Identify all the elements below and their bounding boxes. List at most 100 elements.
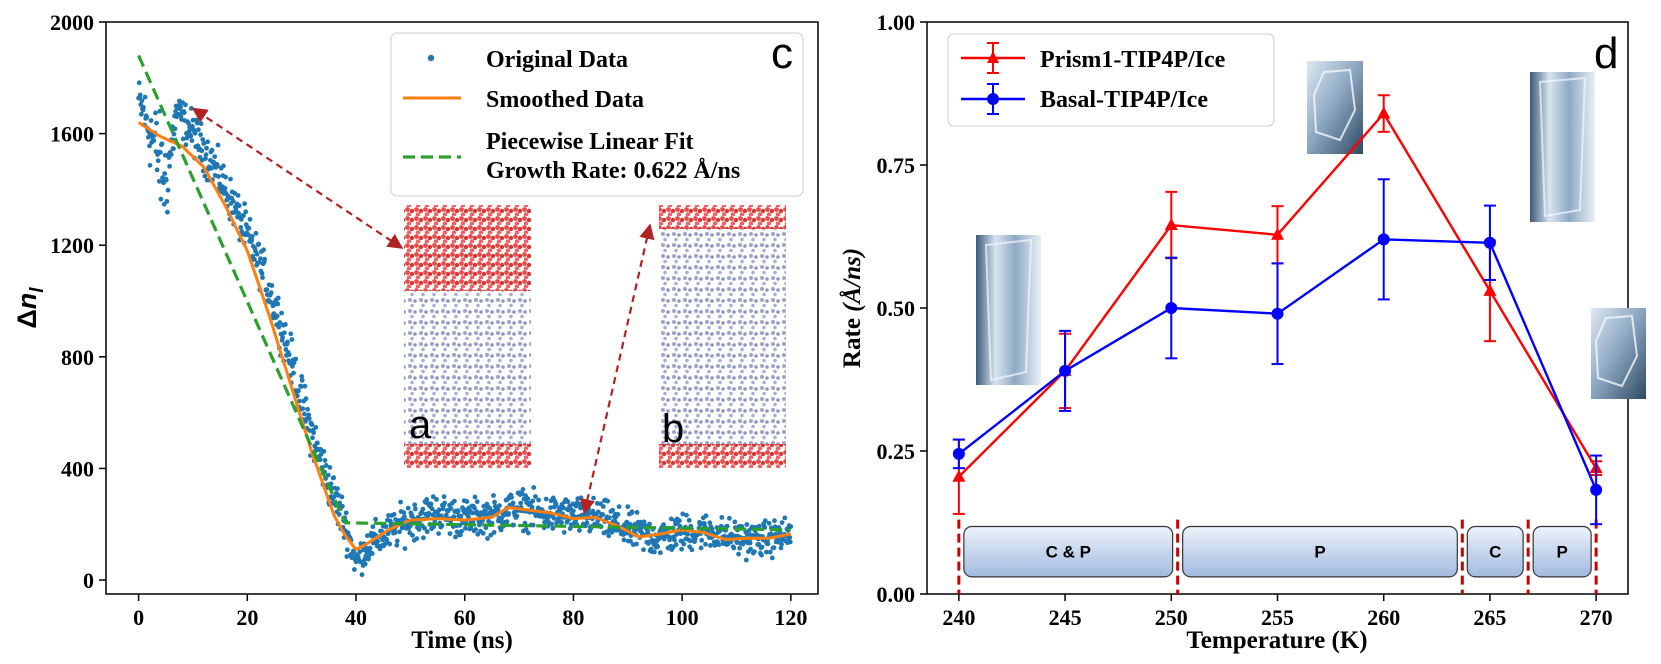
original-data-point — [247, 216, 253, 222]
snapshot-b-image — [659, 205, 786, 468]
original-data-point — [293, 356, 299, 362]
original-data-point — [268, 299, 274, 305]
original-data-point — [365, 533, 370, 539]
y-tick-label: 0 — [83, 568, 94, 593]
original-data-point — [629, 509, 635, 515]
original-data-point — [299, 377, 305, 383]
original-data-point — [459, 528, 464, 534]
legend-smoothed-label: Smoothed Data — [486, 87, 644, 113]
snapshot-a-image — [404, 205, 531, 468]
data-point — [1271, 227, 1284, 240]
original-data-point — [258, 256, 263, 261]
original-data-point — [567, 526, 573, 531]
original-data-point — [303, 396, 309, 402]
original-data-point — [681, 541, 687, 547]
panel-c-y-axis-label: Δnl — [12, 287, 48, 329]
original-data-point — [370, 524, 376, 530]
original-data-point — [561, 530, 567, 535]
original-data-point — [628, 538, 633, 544]
original-data-point — [156, 178, 162, 184]
region-label: C — [1489, 543, 1501, 562]
region-label: P — [1314, 543, 1325, 562]
original-data-point — [359, 572, 365, 578]
arrow-to-snapshot-a — [191, 107, 404, 249]
original-data-point — [373, 516, 378, 522]
original-data-point — [448, 506, 454, 511]
original-data-point — [453, 534, 458, 540]
legend-original-label: Original Data — [486, 47, 628, 73]
original-data-point — [289, 337, 295, 342]
original-data-point — [509, 495, 514, 500]
original-data-point — [297, 398, 302, 404]
original-data-point — [772, 524, 778, 530]
original-data-point — [523, 527, 529, 532]
original-data-point — [578, 495, 584, 501]
arrow-to-snapshot-b — [579, 223, 655, 515]
original-data-point — [375, 538, 381, 544]
original-data-point — [530, 498, 536, 504]
y-tick-label: 0.75 — [877, 153, 916, 178]
original-data-point — [436, 507, 442, 513]
y-tick-label: 800 — [61, 345, 94, 370]
original-data-point — [787, 539, 793, 545]
original-data-point — [286, 352, 292, 358]
original-data-point — [285, 339, 290, 345]
original-data-point — [249, 234, 255, 239]
original-data-point — [222, 185, 228, 191]
original-data-point — [136, 80, 142, 86]
original-data-point — [765, 541, 771, 547]
original-data-point — [392, 530, 398, 535]
original-data-point — [686, 517, 692, 523]
original-data-point — [291, 370, 296, 376]
original-data-point — [559, 520, 564, 526]
original-data-point — [491, 530, 497, 535]
original-data-point — [557, 507, 563, 513]
original-data-point — [748, 546, 753, 552]
original-data-point — [412, 506, 418, 512]
original-data-point — [189, 138, 195, 144]
original-data-point — [281, 330, 287, 336]
x-tick-label: 60 — [454, 605, 476, 630]
region-label: P — [1556, 543, 1567, 562]
x-tick-label: 20 — [236, 605, 258, 630]
original-data-point — [254, 251, 260, 257]
original-data-point — [689, 547, 695, 553]
original-data-point — [491, 493, 496, 498]
original-data-point — [788, 524, 794, 529]
original-data-point — [497, 503, 502, 508]
original-data-point — [275, 295, 281, 301]
panel-d-legend: Prism1-TIP4P/Ice Basal-TIP4P/Ice — [947, 33, 1275, 127]
original-data-point — [707, 520, 713, 526]
legend-prism-label: Prism1-TIP4P/Ice — [1040, 47, 1226, 73]
original-data-point — [138, 111, 144, 117]
original-data-point — [181, 110, 187, 115]
original-data-point — [709, 526, 715, 532]
original-data-point — [652, 549, 657, 555]
original-data-point — [212, 154, 218, 160]
original-data-point — [405, 505, 411, 511]
original-data-point — [472, 494, 478, 500]
panel-c-x-ticks: 0 20 40 60 80 100 120 — [133, 594, 807, 630]
legend-prism-marker — [987, 51, 999, 63]
original-data-point — [274, 313, 280, 319]
original-data-point — [164, 199, 170, 204]
original-data-point — [536, 497, 541, 503]
original-data-point — [144, 115, 150, 120]
original-data-point — [462, 526, 468, 531]
original-data-point — [163, 177, 169, 183]
legend-growth-rate: Growth Rate: 0.622 Å/ns — [486, 158, 740, 184]
original-data-point — [154, 167, 160, 173]
original-data-point — [458, 532, 463, 538]
original-data-point — [142, 94, 148, 100]
original-data-point — [426, 510, 432, 516]
panel-c-letter: c — [771, 29, 793, 78]
original-data-point — [154, 120, 159, 126]
original-data-point — [315, 440, 320, 446]
original-data-point — [581, 501, 587, 507]
original-data-point — [443, 512, 449, 518]
legend-fit-label: Piecewise Linear Fit — [486, 129, 694, 155]
original-data-point — [647, 521, 652, 527]
data-point — [1590, 483, 1603, 496]
original-data-point — [414, 536, 420, 541]
original-data-point — [529, 504, 535, 510]
